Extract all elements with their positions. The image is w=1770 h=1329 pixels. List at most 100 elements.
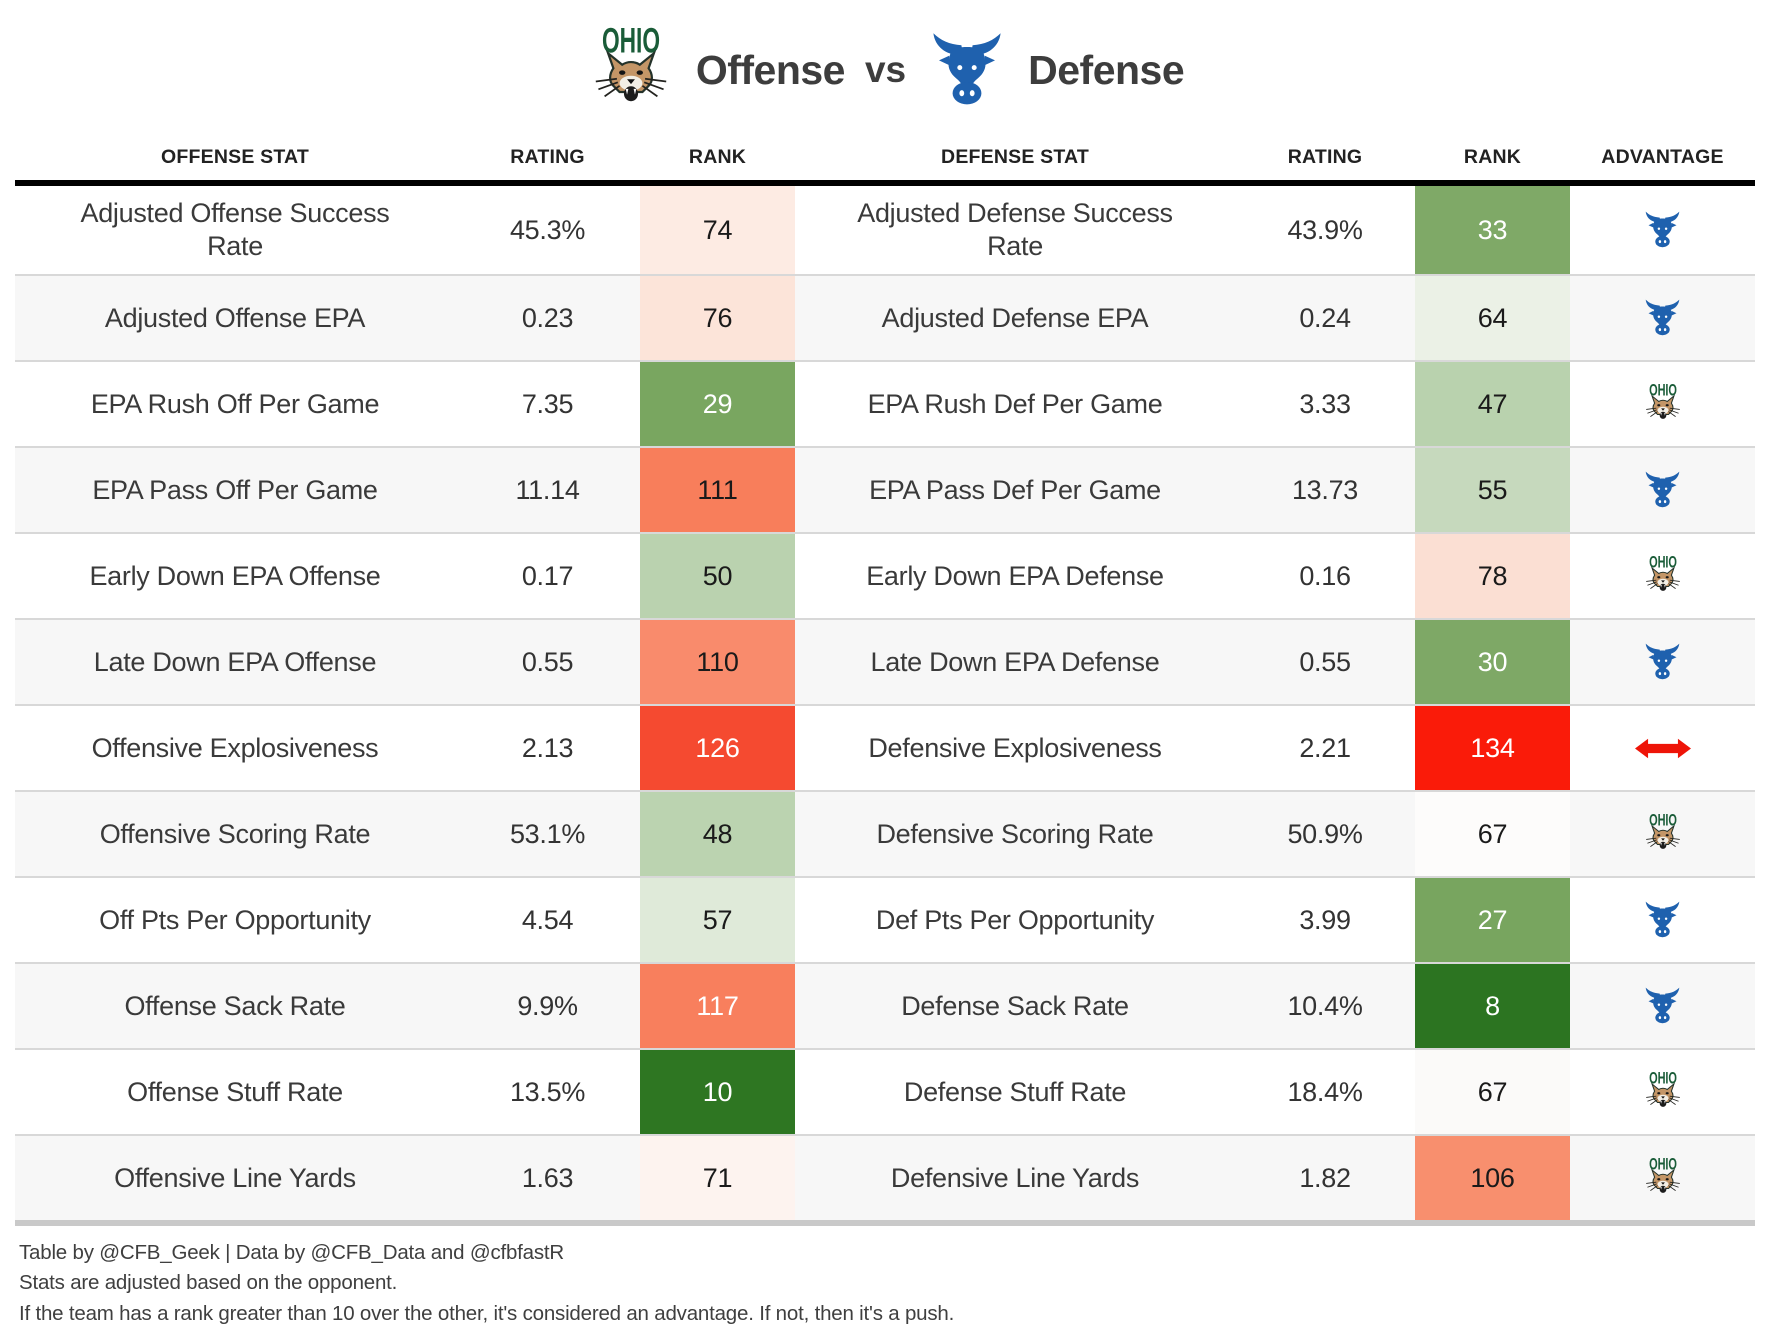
offense-stat-label: Late Down EPA Offense xyxy=(93,646,377,677)
offense-stat-label: Adjusted Offense Success Rate xyxy=(80,198,390,261)
offense-rank-badge: 71 xyxy=(640,1136,795,1220)
offense-stat-label: Offensive Scoring Rate xyxy=(99,818,371,849)
buffalo-bulls-logo xyxy=(1642,900,1683,940)
advantage-cell xyxy=(1570,878,1755,962)
defense-rank-badge: 106 xyxy=(1415,1136,1570,1220)
svg-text:OHIO: OHIO xyxy=(1649,383,1677,400)
defense-stat-label: Defense Sack Rate xyxy=(901,990,1129,1021)
push-arrow-icon xyxy=(1634,737,1691,760)
table-row: Offense Stuff Rate 13.5% 10 Defense Stuf… xyxy=(15,1048,1755,1134)
defense-rating-value: 3.33 xyxy=(1299,388,1351,419)
col-header-defense-rank: RANK xyxy=(1463,145,1522,168)
ohio-bobcats-logo: OHIO xyxy=(1641,555,1685,597)
ohio-bobcats-logo: OHIO xyxy=(1641,813,1685,855)
offense-rating-value: 0.55 xyxy=(521,646,574,677)
advantage-cell: OHIO xyxy=(1570,792,1755,876)
defense-rank-badge: 47 xyxy=(1415,362,1570,446)
defense-rank-badge: 78 xyxy=(1415,534,1570,618)
offense-rank-badge: 10 xyxy=(640,1050,795,1134)
footer: Table by @CFB_Geek | Data by @CFB_Data a… xyxy=(15,1226,1755,1329)
offense-title-label: Offense xyxy=(695,46,846,93)
advantage-cell: OHIO xyxy=(1570,362,1755,446)
buffalo-bulls-logo xyxy=(1642,298,1683,338)
defense-stat-label: Defensive Line Yards xyxy=(890,1162,1140,1193)
advantage-cell xyxy=(1570,186,1755,274)
defense-rank-badge: 55 xyxy=(1415,448,1570,532)
defense-rating-value: 2.21 xyxy=(1299,732,1351,763)
defense-rating-value: 0.24 xyxy=(1299,302,1351,333)
offense-rating-value: 45.3% xyxy=(509,214,586,245)
svg-text:OHIO: OHIO xyxy=(1649,555,1677,572)
offense-stat-label: EPA Rush Off Per Game xyxy=(90,388,380,419)
defense-rank-badge: 8 xyxy=(1415,964,1570,1048)
ohio-bobcats-logo: OHIO xyxy=(1641,383,1685,425)
offense-stat-label: Offensive Explosiveness xyxy=(91,732,379,763)
offense-rank-badge: 29 xyxy=(640,362,795,446)
svg-text:OHIO: OHIO xyxy=(1649,1157,1677,1174)
advantage-cell: OHIO xyxy=(1570,1136,1755,1220)
offense-rating-value: 13.5% xyxy=(509,1076,586,1107)
table-row: Offensive Line Yards 1.63 71 Defensive L… xyxy=(15,1134,1755,1220)
table-row: Offense Sack Rate 9.9% 117 Defense Sack … xyxy=(15,962,1755,1048)
offense-rank-badge: 110 xyxy=(640,620,795,704)
advantage-cell: OHIO xyxy=(1570,1050,1755,1134)
defense-stat-label: Defensive Explosiveness xyxy=(868,732,1162,763)
footer-credit-line: Table by @CFB_Geek | Data by @CFB_Data a… xyxy=(19,1241,565,1264)
buffalo-bulls-logo xyxy=(1642,986,1683,1026)
defense-stat-label: Adjusted Defense EPA xyxy=(881,302,1149,333)
offense-rank-badge: 111 xyxy=(640,448,795,532)
table-row: Offensive Scoring Rate 53.1% 48 Defensiv… xyxy=(15,790,1755,876)
defense-rating-value: 43.9% xyxy=(1287,214,1363,245)
advantage-cell xyxy=(1570,620,1755,704)
offense-rating-value: 2.13 xyxy=(521,732,574,763)
advantage-cell xyxy=(1570,706,1755,790)
offense-rating-value: 53.1% xyxy=(509,818,586,849)
offense-stat-label: Early Down EPA Offense xyxy=(89,560,381,591)
stats-infographic: OHIO Offense vs Defense OFFENSE STAT RAT xyxy=(15,0,1755,1329)
footer-note-advantage-rule: If the team has a rank greater than 10 o… xyxy=(19,1301,955,1325)
offense-rank-badge: 50 xyxy=(640,534,795,618)
defense-rating-value: 10.4% xyxy=(1287,990,1363,1021)
defense-rating-value: 13.73 xyxy=(1291,474,1359,505)
svg-text:OHIO: OHIO xyxy=(602,26,660,60)
defense-stat-label: Defensive Scoring Rate xyxy=(876,818,1154,849)
ohio-bobcats-logo: OHIO xyxy=(1641,1157,1685,1199)
table-row: Late Down EPA Offense 0.55 110 Late Down… xyxy=(15,618,1755,704)
table-row: EPA Rush Off Per Game 7.35 29 EPA Rush D… xyxy=(15,360,1755,446)
offense-rating-value: 0.17 xyxy=(521,560,574,591)
table-row: Early Down EPA Offense 0.17 50 Early Dow… xyxy=(15,532,1755,618)
offense-stat-label: Offensive Line Yards xyxy=(114,1162,356,1193)
col-header-defense-stat: DEFENSE STAT xyxy=(941,145,1089,168)
stats-table-body: Adjusted Offense Success Rate 45.3% 74 A… xyxy=(15,186,1755,1226)
vs-label: vs xyxy=(864,49,907,90)
offense-rating-value: 11.14 xyxy=(515,474,580,505)
svg-text:OHIO: OHIO xyxy=(1649,1071,1677,1088)
offense-rank-badge: 48 xyxy=(640,792,795,876)
defense-title-label: Defense xyxy=(1028,46,1185,93)
advantage-cell: OHIO xyxy=(1570,534,1755,618)
offense-rank-badge: 57 xyxy=(640,878,795,962)
defense-rating-value: 1.82 xyxy=(1299,1162,1351,1193)
title-bar: OHIO Offense vs Defense xyxy=(15,0,1755,134)
offense-rank-badge: 117 xyxy=(640,964,795,1048)
ohio-bobcats-logo: OHIO xyxy=(1641,1071,1685,1113)
buffalo-bulls-logo xyxy=(1642,642,1683,682)
col-header-advantage: ADVANTAGE xyxy=(1601,145,1724,168)
defense-rating-value: 0.55 xyxy=(1299,646,1351,677)
defense-rank-badge: 33 xyxy=(1415,186,1570,274)
defense-rating-value: 3.99 xyxy=(1299,904,1351,935)
ohio-bobcats-logo: OHIO xyxy=(586,26,676,114)
table-row: Offensive Explosiveness 2.13 126 Defensi… xyxy=(15,704,1755,790)
table-header-row: OFFENSE STAT RATING RANK DEFENSE STAT RA… xyxy=(15,134,1755,186)
buffalo-bulls-logo xyxy=(926,30,1008,110)
offense-rating-value: 1.63 xyxy=(521,1162,574,1193)
defense-rank-badge: 27 xyxy=(1415,878,1570,962)
col-header-defense-rating: RATING xyxy=(1287,145,1363,168)
offense-rating-value: 0.23 xyxy=(521,302,574,333)
table-row: EPA Pass Off Per Game 11.14 111 EPA Pass… xyxy=(15,446,1755,532)
svg-text:OHIO: OHIO xyxy=(1649,813,1677,830)
defense-stat-label: Def Pts Per Opportunity xyxy=(875,904,1155,935)
defense-stat-label: EPA Rush Def Per Game xyxy=(867,388,1163,419)
offense-rating-value: 7.35 xyxy=(521,388,574,419)
col-header-offense-stat: OFFENSE STAT xyxy=(161,145,309,168)
